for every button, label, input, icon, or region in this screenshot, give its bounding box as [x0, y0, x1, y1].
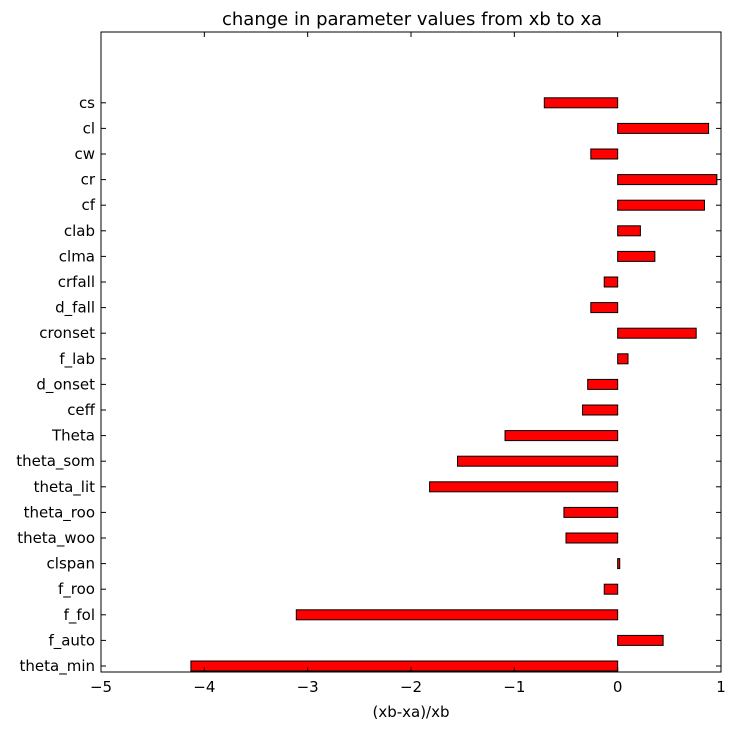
bar-cronset [617, 327, 697, 339]
bar-theta_roo [563, 506, 619, 518]
bar-theta_woo [565, 532, 619, 544]
ticks-layer: theta_min f_auto f_fol f_roo clspan theta_woo… [16, 32, 726, 696]
y-tick-label: theta_woo [17, 529, 95, 548]
y-tick-label: cr [81, 171, 96, 189]
x-tick-label: −4 [193, 678, 215, 696]
y-tick-label: theta_min [20, 657, 95, 676]
y-tick-label: d_onset [36, 375, 95, 394]
bar-f_fol [295, 609, 619, 621]
bar-d_onset [587, 378, 619, 390]
x-tick-label: 0 [613, 678, 623, 696]
bar-clab [617, 225, 641, 237]
y-tick-label: theta_roo [24, 503, 95, 522]
y-tick-label: f_lab [59, 350, 95, 369]
chart-title: change in parameter values from xb to xa [222, 9, 602, 30]
bar-ceff [582, 404, 619, 416]
bars-layer [190, 97, 718, 672]
bar-clspan [617, 558, 621, 570]
x-axis-label: (xb-xa)/xb [372, 703, 449, 721]
bar-cl [617, 122, 710, 134]
y-tick-label: cl [83, 119, 95, 137]
bar-f_auto [617, 634, 664, 646]
bar-theta_min [190, 660, 619, 672]
y-tick-label: theta_lit [34, 478, 96, 497]
y-tick-label: clma [59, 247, 95, 265]
x-tick-label: −1 [503, 678, 525, 696]
y-tick-label: crfall [58, 273, 95, 291]
y-tick-label: clab [64, 222, 95, 240]
bar-d_fall [590, 302, 619, 314]
bar-f_lab [617, 353, 629, 365]
y-tick-label: cronset [39, 324, 95, 342]
x-tick-label: −5 [90, 678, 112, 696]
y-tick-label: cs [79, 94, 95, 112]
y-tick-label: cw [74, 145, 95, 163]
bar-clma [617, 250, 656, 262]
x-tick-label: 1 [716, 678, 726, 696]
bar-crfall [603, 276, 619, 288]
y-tick-label: d_fall [55, 299, 95, 318]
bar-theta_som [457, 455, 619, 467]
y-tick-label: cf [81, 196, 95, 214]
y-tick-label: ceff [67, 401, 95, 419]
bar-cf [617, 199, 705, 211]
y-tick-label: f_auto [48, 631, 95, 650]
bar-Theta [504, 430, 619, 442]
y-tick-label: clspan [47, 555, 95, 573]
bar-cs [543, 97, 619, 109]
y-tick-label: f_fol [64, 606, 95, 625]
y-tick-label: Theta [51, 427, 95, 445]
plot-frame [100, 31, 722, 673]
x-tick-label: −3 [297, 678, 319, 696]
bar-theta_lit [429, 481, 619, 493]
bar-f_roo [603, 583, 619, 595]
y-tick-label: theta_som [16, 452, 95, 471]
y-tick-label: f_roo [58, 580, 95, 599]
x-tick-label: −2 [400, 678, 422, 696]
bar-cw [590, 148, 619, 160]
bar-cr [617, 174, 718, 186]
